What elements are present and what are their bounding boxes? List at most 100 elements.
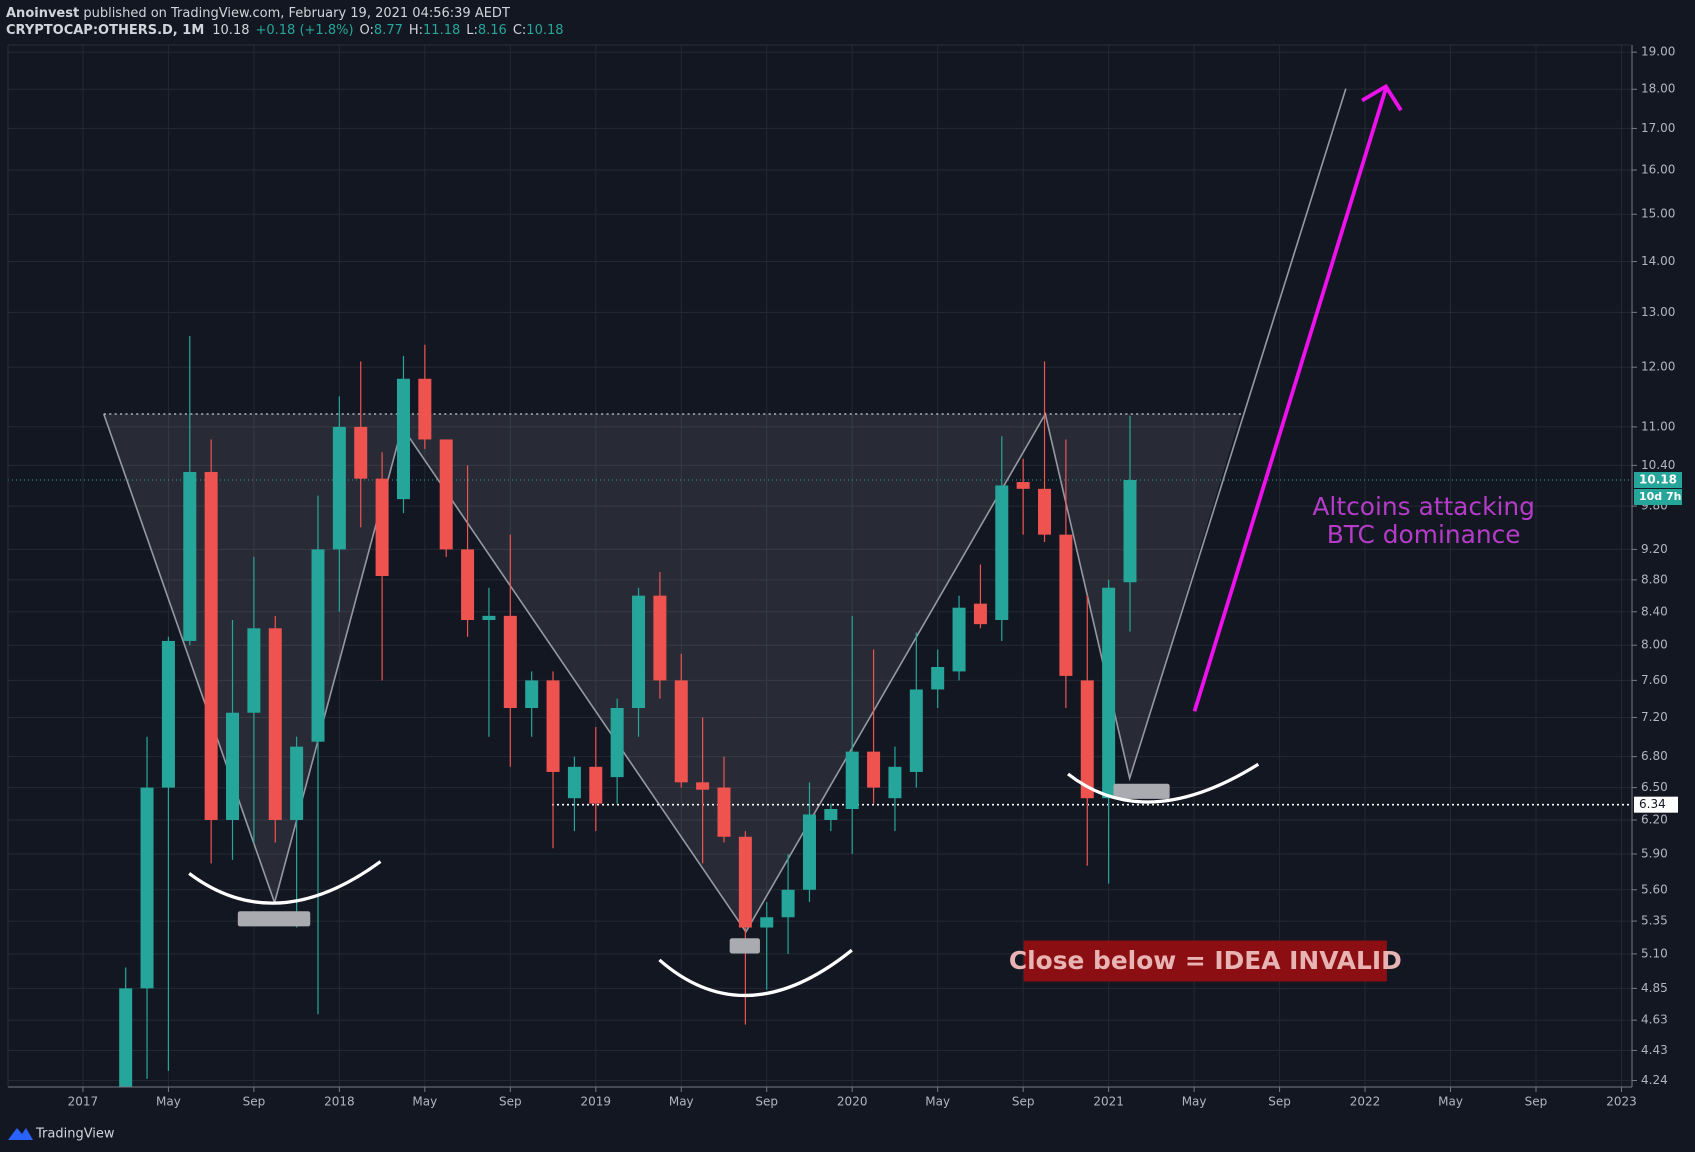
marker-box (237, 911, 311, 927)
y-tick-label: 7.60 (1641, 673, 1668, 687)
support-label: 6.34 (1639, 797, 1666, 811)
y-tick-label: 8.80 (1641, 572, 1668, 586)
labels: 4.24 4.43 4.63 4.85 5.10 5.35 5.60 5.90 6.20 6.50… (68, 45, 1682, 1109)
candle-body (674, 680, 688, 783)
x-tick-label: May (1438, 1095, 1463, 1109)
logo (8, 1128, 33, 1140)
y-tick-label: 13.00 (1641, 305, 1675, 319)
annotation: BTC dominance (1327, 520, 1521, 549)
y-tick-label: 5.60 (1641, 882, 1668, 896)
x-tick-label: 2018 (324, 1095, 355, 1109)
candle-body (931, 666, 945, 690)
candle-body (781, 889, 795, 918)
last: 10.18 (212, 23, 249, 38)
footer-logo (8, 1128, 33, 1140)
candle-body (546, 680, 560, 772)
candle-body (952, 607, 966, 672)
candle-body (973, 603, 987, 625)
x-tick-label: May (669, 1095, 694, 1109)
ohlc-value: 8.16 (478, 23, 507, 38)
candle-body (888, 766, 902, 799)
ohlc-value: 11.18 (423, 23, 460, 38)
y-tick-label: 4.85 (1641, 981, 1668, 995)
y-tick-label: 4.24 (1641, 1073, 1668, 1087)
candle-body (1102, 587, 1116, 799)
y-tick-label: 7.20 (1641, 710, 1668, 724)
candle-body (738, 836, 752, 928)
y-tick-label: 6.80 (1641, 749, 1668, 763)
levels (8, 479, 1632, 806)
last-price-box (1634, 472, 1682, 489)
candle-body (354, 426, 368, 479)
arc (658, 948, 853, 997)
candle-body (247, 628, 261, 713)
annotation-box (1023, 940, 1387, 982)
candle-body (119, 988, 133, 1087)
publisher-line: Anoinvest published on TradingView.com, … (6, 6, 510, 21)
y-tick-label: 14.00 (1641, 254, 1675, 268)
candle-body (461, 549, 475, 620)
y-tick-label: 18.00 (1641, 82, 1675, 96)
arrow-line (1192, 88, 1388, 712)
arrow-head (1361, 83, 1403, 112)
x-tick-label: 2023 (1606, 1095, 1637, 1109)
x-tick-label: 2019 (581, 1095, 612, 1109)
y-tick-label: 9.20 (1641, 542, 1668, 556)
candle-body (995, 485, 1009, 620)
candle-body (717, 787, 731, 837)
arc (1067, 762, 1260, 804)
candle-body (845, 751, 859, 810)
y-tick-label: 16.00 (1641, 163, 1675, 177)
candle-body (183, 471, 197, 641)
countdown-box (1634, 489, 1682, 506)
x-tick-label: Sep (243, 1095, 266, 1109)
candle-body (867, 751, 881, 788)
candle-body (204, 471, 218, 820)
candle-body (525, 680, 539, 709)
candle-body (909, 689, 923, 772)
symbol-line: CRYPTOCAP:OTHERS.D, 1M 10.18 +0.18 (+1.8%)… (6, 23, 564, 38)
y-tick-label: 15.00 (1641, 207, 1675, 221)
candle-body (226, 712, 240, 820)
y-tick-label: 11.00 (1641, 419, 1675, 433)
candle-body (589, 766, 603, 804)
x-tick-label: May (925, 1095, 950, 1109)
candles (119, 335, 1137, 1087)
candle-body (610, 708, 624, 778)
y-tick-label: 19.00 (1641, 45, 1675, 59)
symbol: CRYPTOCAP:OTHERS.D, 1M (6, 23, 204, 38)
candle-body (332, 426, 346, 550)
candle-body (567, 766, 581, 799)
marker-box (729, 938, 760, 954)
candle-body (802, 814, 816, 890)
y-tick-label: 8.00 (1641, 638, 1668, 652)
ohlc-label: L: (466, 23, 478, 38)
y-tick-label: 5.35 (1641, 914, 1668, 928)
ohlc-label: H: (409, 23, 423, 38)
ohlc-label: O: (360, 23, 374, 38)
author: Anoinvest (6, 6, 79, 21)
published: published on TradingView.com, February 1… (83, 6, 510, 21)
x-tick-label: 2017 (68, 1095, 99, 1109)
x-tick-label: May (156, 1095, 181, 1109)
footer-text: TradingView (35, 1127, 115, 1142)
x-tick-label: May (1182, 1095, 1207, 1109)
x-tick-label: Sep (1012, 1095, 1035, 1109)
candle-body (1038, 488, 1052, 535)
pattern-shading (103, 414, 1241, 932)
candle-body (653, 595, 667, 681)
last-price-label: 10.18 (1639, 473, 1677, 487)
x-tick-label: 2021 (1093, 1095, 1124, 1109)
ohlc-value: 8.77 (374, 23, 403, 38)
annotation: Altcoins attacking (1312, 492, 1535, 521)
y-tick-label: 12.00 (1641, 360, 1675, 374)
arc (188, 860, 382, 905)
change: +0.18 (+1.8%) (255, 23, 353, 38)
candle-body (632, 595, 646, 709)
x-tick-label: May (412, 1095, 437, 1109)
candle-body (482, 615, 496, 620)
candle-body (375, 478, 389, 576)
